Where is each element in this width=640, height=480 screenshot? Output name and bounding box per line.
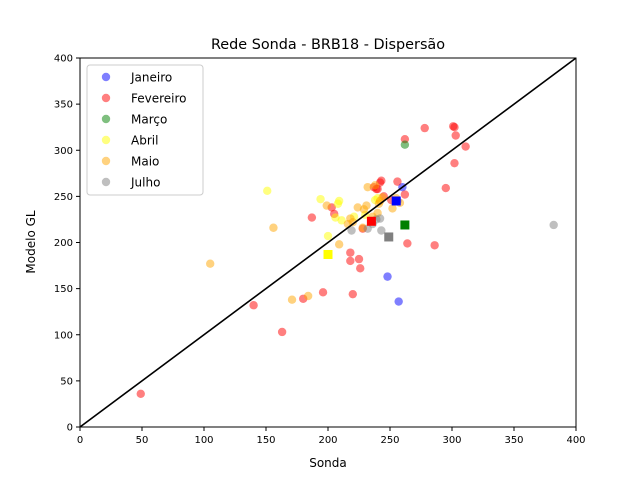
x-tick-label-0: 0: [77, 435, 83, 446]
legend-marker-0: [101, 72, 111, 82]
scatter-point-1-29: [450, 122, 459, 132]
scatter-point-4-20: [388, 204, 397, 213]
mean-marker-2: [400, 220, 410, 230]
legend-label-4: Maio: [131, 155, 159, 169]
x-tick-label-3: 150: [256, 435, 275, 446]
scatter-point-0-0: [383, 272, 392, 281]
scatter-point-3-1: [316, 194, 325, 204]
reference-line: [80, 58, 576, 427]
legend-marker-1: [101, 93, 111, 103]
scatter-point-3-0: [263, 186, 272, 196]
legend-label-1: Fevereiro: [131, 92, 187, 106]
scatter-point-1-18: [377, 176, 386, 185]
x-tick-label-8: 400: [566, 435, 585, 446]
scatter-point-1-10: [348, 289, 357, 299]
scatter-point-1-26: [430, 241, 439, 250]
y-axis-label: Modelo GL: [24, 210, 38, 273]
scatter-point-1-22: [400, 190, 410, 199]
mean-marker-0: [391, 196, 401, 206]
scatter-point-1-4: [318, 288, 328, 297]
scatter-point-4-15: [370, 181, 380, 190]
scatter-point-3-6: [337, 216, 346, 225]
scatter-point-2-0: [400, 140, 410, 149]
axes: 0 50 100 150 200 250 300 350 400 0 50 100 150 200 250 3…: [54, 54, 586, 447]
legend-box: [86, 64, 204, 196]
y-tick-label-4: 200: [54, 238, 73, 249]
plot-area: [80, 58, 576, 427]
y-tick-label-0: 0: [67, 423, 73, 434]
scatter-point-1-1: [249, 301, 258, 310]
scatter-point-1-27: [441, 183, 450, 193]
scatter-point-5-4: [375, 214, 385, 223]
scatter-point-4-4: [322, 201, 331, 210]
y-tick-label-6: 300: [54, 146, 73, 157]
scatter-point-1-11: [354, 254, 364, 264]
scatter-point-1-12: [356, 264, 365, 273]
y-tick-label-7: 350: [54, 100, 73, 111]
x-tick-label-7: 350: [504, 435, 523, 446]
legend-marker-4: [101, 156, 111, 166]
x-tick-label-6: 300: [442, 435, 461, 446]
scatter-point-4-8: [348, 218, 357, 227]
scatter-point-1-30: [450, 158, 459, 168]
scatter-point-4-5: [334, 240, 344, 249]
scatter-point-1-0: [136, 389, 145, 398]
plot-content: [80, 58, 576, 427]
chart-title: Rede Sonda - BRB18 - Dispersão: [211, 37, 445, 53]
scatter-point-1-32: [461, 142, 470, 151]
scatter-point-1-9: [346, 248, 355, 257]
legend-label-2: Março: [131, 113, 167, 127]
scatter-point-4-1: [269, 223, 278, 232]
scatter-point-0-1: [394, 297, 403, 306]
y-tick-label-3: 150: [54, 284, 73, 295]
scatter-point-4-3: [303, 291, 313, 301]
legend-label-3: Abril: [131, 134, 158, 148]
scatter-point-4-13: [363, 182, 372, 192]
x-tick-label-5: 250: [380, 435, 399, 446]
scatter-point-1-24: [403, 239, 412, 248]
legend-marker-2: [101, 114, 111, 124]
mean-marker-5: [384, 232, 394, 242]
scatter-point-3-5: [334, 196, 344, 206]
scatter-point-4-0: [206, 259, 215, 268]
x-tick-label-1: 50: [136, 435, 149, 446]
y-tick-label-1: 50: [60, 376, 73, 387]
legend-marker-5: [101, 177, 111, 187]
scatter-point-5-0: [347, 226, 356, 235]
scatter-point-4-2: [287, 295, 297, 304]
x-axis-label: Sonda: [309, 456, 347, 470]
scatter-point-3-2: [323, 231, 333, 241]
mean-marker-1: [366, 216, 376, 226]
scatter-point-1-5: [307, 213, 317, 222]
scatter-point-1-21: [393, 177, 402, 186]
scatter-point-1-31: [451, 131, 460, 140]
legend: Janeiro Fevereiro Março Abril Maio Julho: [86, 64, 204, 196]
scatter-point-1-2: [277, 327, 287, 337]
y-tick-label-5: 250: [54, 192, 73, 203]
scatter-point-5-6: [549, 220, 558, 230]
scatter-point-4-12: [362, 201, 371, 210]
mean-marker-3: [323, 249, 333, 259]
scatter-point-1-8: [346, 256, 355, 266]
legend-marker-3: [101, 135, 111, 145]
y-tick-label-8: 400: [54, 54, 73, 65]
y-tick-label-2: 100: [54, 330, 73, 341]
x-tick-label-4: 200: [318, 435, 337, 446]
legend-label-0: Janeiro: [130, 71, 172, 85]
legend-label-5: Julho: [130, 176, 160, 190]
scatter-point-1-25: [420, 123, 429, 133]
scatter-point-5-5: [377, 226, 386, 235]
x-tick-label-2: 100: [194, 435, 213, 446]
